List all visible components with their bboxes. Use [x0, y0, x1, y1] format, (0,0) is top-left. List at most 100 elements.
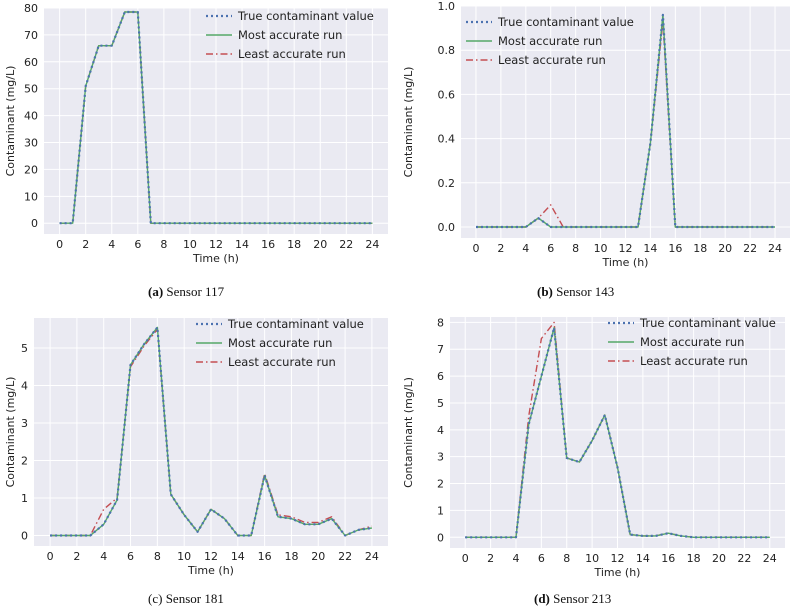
x-tick-label: 14 — [231, 550, 245, 563]
y-axis-label: Contaminant (mg/L) — [4, 377, 17, 488]
caption-text: Sensor 143 — [552, 284, 615, 299]
y-tick-label: 0 — [437, 531, 444, 544]
x-tick-label: 6 — [134, 238, 141, 251]
x-tick-label: 18 — [693, 242, 707, 255]
y-axis-label: Contaminant (mg/L) — [402, 67, 415, 178]
legend-label: Least accurate run — [228, 355, 336, 369]
y-tick-label: 1 — [21, 492, 28, 505]
x-tick-label: 16 — [258, 550, 272, 563]
caption-sensor-213: (d) Sensor 213 — [534, 591, 611, 607]
y-tick-label: 20 — [24, 163, 38, 176]
x-tick-label: 20 — [311, 550, 325, 563]
x-tick-label: 2 — [82, 238, 89, 251]
y-tick-label: 0.8 — [438, 44, 456, 57]
x-tick-label: 4 — [512, 552, 519, 565]
y-tick-label: 0.0 — [438, 221, 456, 234]
x-tick-label: 14 — [643, 242, 657, 255]
legend-label: Most accurate run — [640, 335, 744, 349]
series-line-true-value — [476, 13, 775, 229]
y-tick-label: 8 — [437, 316, 444, 329]
y-tick-label: 0.4 — [438, 133, 456, 146]
x-axis-label: Time (h) — [192, 252, 239, 265]
y-tick-label: 1.0 — [438, 0, 456, 13]
legend-label: True contaminant value — [227, 317, 364, 331]
y-tick-label: 0 — [31, 217, 38, 230]
caption-letter: (d) — [534, 591, 550, 606]
x-tick-label: 2 — [73, 550, 80, 563]
legend-label: True contaminant value — [639, 316, 776, 330]
y-tick-label: 3 — [21, 417, 28, 430]
x-tick-label: 18 — [287, 238, 301, 251]
y-tick-label: 1 — [437, 504, 444, 517]
x-axis-label: Time (h) — [594, 566, 641, 579]
x-tick-label: 14 — [235, 238, 249, 251]
x-tick-label: 8 — [160, 238, 167, 251]
x-tick-label: 12 — [619, 242, 633, 255]
y-tick-label: 4 — [21, 380, 28, 393]
legend-label: Least accurate run — [498, 53, 606, 67]
legend-label: Least accurate run — [640, 354, 748, 368]
y-tick-label: 2 — [21, 455, 28, 468]
chart-sensor-117: 0 2 4 6 8 10 12 14 16 18 20 22 2401020304050607080Ti… — [4, 2, 388, 265]
x-tick-label: 22 — [338, 550, 352, 563]
x-tick-label: 0 — [47, 550, 54, 563]
y-tick-label: 40 — [24, 110, 38, 123]
x-tick-label: 24 — [768, 242, 782, 255]
y-tick-label: 80 — [24, 2, 38, 15]
legend-label: Most accurate run — [238, 28, 342, 42]
y-axis-label: Contaminant (mg/L) — [402, 377, 415, 488]
x-tick-label: 20 — [712, 552, 726, 565]
y-tick-label: 10 — [24, 190, 38, 203]
caption-text: Sensor 117 — [163, 284, 225, 299]
legend-label: Least accurate run — [238, 47, 346, 61]
x-tick-label: 20 — [718, 242, 732, 255]
series-line-most-accurate — [50, 326, 372, 537]
legend-label: True contaminant value — [497, 15, 634, 29]
x-tick-label: 0 — [472, 242, 479, 255]
y-tick-label: 7 — [437, 343, 444, 356]
y-tick-label: 5 — [437, 397, 444, 410]
panel-sensor-143: 0 2 4 6 8 10 12 14 16 18 20 22 24 0.0 0.2 0.4 0.6 0.8 1.0 T… — [398, 0, 797, 304]
panel-sensor-181: 0 2 4 6 8 10 12 14 16 18 20 22 24 0 1 2 3 4 5 Time (h) Conta… — [0, 310, 398, 609]
x-tick-label: 2 — [497, 242, 504, 255]
x-tick-label: 12 — [204, 550, 218, 563]
x-tick-label: 24 — [365, 550, 379, 563]
caption-text: Sensor 213 — [549, 591, 612, 606]
y-tick-label: 2 — [437, 478, 444, 491]
x-tick-label: 8 — [563, 552, 570, 565]
x-tick-label: 24 — [763, 552, 777, 565]
x-tick-label: 6 — [547, 242, 554, 255]
x-tick-label: 8 — [572, 242, 579, 255]
caption-letter: (a) — [148, 284, 164, 299]
x-tick-label: 22 — [339, 238, 353, 251]
x-tick-label: 2 — [487, 552, 494, 565]
x-tick-label: 16 — [668, 242, 682, 255]
x-tick-label: 4 — [100, 550, 107, 563]
y-tick-label: 6 — [437, 370, 444, 383]
x-tick-label: 18 — [284, 550, 298, 563]
x-tick-label: 16 — [661, 552, 675, 565]
y-tick-label: 30 — [24, 137, 38, 150]
caption-letter: (b) — [537, 284, 553, 299]
y-tick-label: 0 — [21, 530, 28, 543]
y-tick-label: 60 — [24, 56, 38, 69]
x-tick-label: 4 — [522, 242, 529, 255]
x-tick-label: 10 — [177, 550, 191, 563]
panel-sensor-117: 0 2 4 6 8 10 12 14 16 18 20 22 24 0 10 20 30 40 50 60 70 80 Ti… — [0, 0, 398, 304]
y-tick-label: 4 — [437, 424, 444, 437]
panel-sensor-213: 0 2 4 6 8 10 12 14 16 18 20 22 24 0 1 2 3 4 5 6 7 8 Time (h) Co… — [398, 310, 797, 609]
x-tick-label: 24 — [365, 238, 379, 251]
x-tick-label: 18 — [687, 552, 701, 565]
x-tick-label: 14 — [636, 552, 650, 565]
x-tick-label: 6 — [127, 550, 134, 563]
series-line-true-value — [465, 326, 770, 539]
x-tick-label: 10 — [585, 552, 599, 565]
x-tick-label: 10 — [594, 242, 608, 255]
x-tick-label: 12 — [611, 552, 625, 565]
y-tick-label: 0.2 — [438, 177, 456, 190]
legend-label: Most accurate run — [498, 34, 602, 48]
y-tick-label: 3 — [437, 451, 444, 464]
caption-sensor-143: (b) Sensor 143 — [537, 284, 614, 300]
